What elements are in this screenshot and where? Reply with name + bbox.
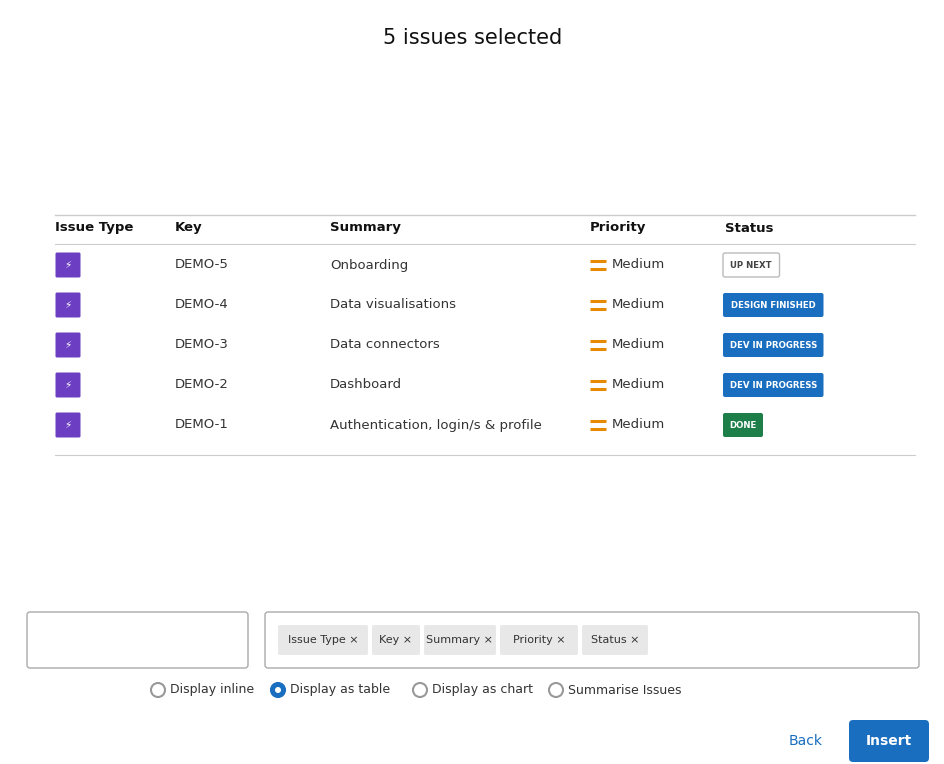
Text: Add a field: Add a field: [48, 633, 119, 646]
Text: Medium: Medium: [612, 299, 665, 312]
FancyBboxPatch shape: [499, 625, 578, 655]
Circle shape: [413, 683, 427, 697]
Circle shape: [275, 687, 280, 693]
Text: Issue Type: Issue Type: [55, 222, 133, 235]
FancyBboxPatch shape: [372, 625, 419, 655]
Text: Status ×: Status ×: [590, 635, 638, 645]
Text: Key ×: Key ×: [379, 635, 413, 645]
Text: ⚡: ⚡: [64, 260, 72, 270]
FancyBboxPatch shape: [56, 373, 80, 397]
Text: DONE: DONE: [729, 420, 756, 429]
Text: ⚡: ⚡: [64, 300, 72, 310]
Text: Display as table: Display as table: [290, 684, 390, 697]
FancyBboxPatch shape: [722, 373, 822, 397]
FancyBboxPatch shape: [722, 293, 822, 317]
FancyBboxPatch shape: [56, 252, 80, 277]
Text: DEV IN PROGRESS: DEV IN PROGRESS: [729, 380, 816, 390]
FancyBboxPatch shape: [582, 625, 648, 655]
Text: Status: Status: [724, 222, 773, 235]
Text: Key: Key: [175, 222, 202, 235]
Text: Data connectors: Data connectors: [329, 338, 439, 351]
Text: DEMO-1: DEMO-1: [175, 419, 228, 432]
FancyBboxPatch shape: [56, 332, 80, 358]
Text: Summary ×: Summary ×: [426, 635, 493, 645]
Text: DESIGN FINISHED: DESIGN FINISHED: [730, 300, 815, 309]
Text: Medium: Medium: [612, 378, 665, 391]
Text: UP NEXT: UP NEXT: [730, 261, 771, 270]
Text: DEV IN PROGRESS: DEV IN PROGRESS: [729, 341, 816, 349]
Text: Display inline: Display inline: [170, 684, 254, 697]
Circle shape: [271, 683, 285, 697]
FancyBboxPatch shape: [56, 293, 80, 318]
FancyBboxPatch shape: [56, 413, 80, 438]
Text: Onboarding: Onboarding: [329, 258, 408, 271]
Text: ⌄: ⌄: [220, 633, 233, 648]
Text: Dashboard: Dashboard: [329, 378, 402, 391]
Text: Medium: Medium: [612, 258, 665, 271]
Text: ⚡: ⚡: [64, 340, 72, 350]
Text: DEMO-5: DEMO-5: [175, 258, 228, 271]
FancyBboxPatch shape: [27, 612, 247, 668]
FancyBboxPatch shape: [278, 625, 367, 655]
Text: DEMO-2: DEMO-2: [175, 378, 228, 391]
Text: 5 issues selected: 5 issues selected: [382, 28, 562, 48]
Text: Medium: Medium: [612, 419, 665, 432]
Text: Summary: Summary: [329, 222, 400, 235]
Text: Medium: Medium: [612, 338, 665, 351]
Text: Issue Type ×: Issue Type ×: [287, 635, 358, 645]
Text: Summarise Issues: Summarise Issues: [567, 684, 681, 697]
Text: Display as chart: Display as chart: [431, 684, 532, 697]
Text: Insert: Insert: [865, 734, 911, 748]
FancyBboxPatch shape: [722, 253, 779, 277]
Text: ⚡: ⚡: [64, 420, 72, 430]
Text: Authentication, login/s & profile: Authentication, login/s & profile: [329, 419, 541, 432]
Text: DEMO-3: DEMO-3: [175, 338, 228, 351]
Text: DEMO-4: DEMO-4: [175, 299, 228, 312]
Circle shape: [151, 683, 165, 697]
Circle shape: [548, 683, 563, 697]
Text: Data visualisations: Data visualisations: [329, 299, 456, 312]
Text: Priority ×: Priority ×: [513, 635, 565, 645]
Text: ⚡: ⚡: [64, 380, 72, 390]
Text: Back: Back: [788, 734, 822, 748]
Text: Priority: Priority: [589, 222, 646, 235]
FancyBboxPatch shape: [424, 625, 496, 655]
FancyBboxPatch shape: [722, 333, 822, 357]
FancyBboxPatch shape: [264, 612, 918, 668]
FancyBboxPatch shape: [848, 720, 928, 762]
FancyBboxPatch shape: [722, 413, 762, 437]
